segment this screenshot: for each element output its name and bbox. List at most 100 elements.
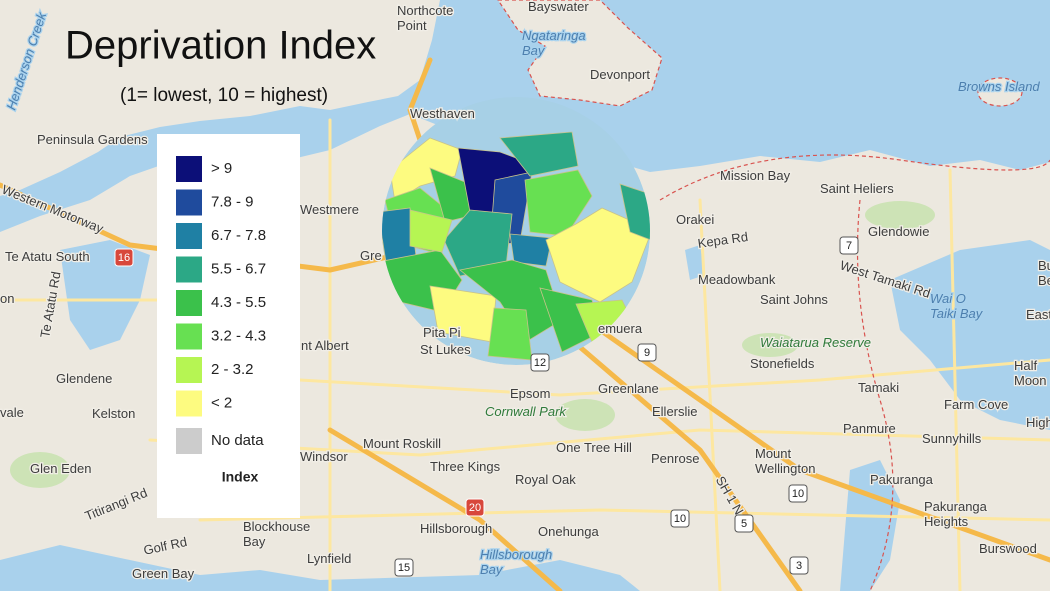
place-label-line: St Lukes [420,342,471,357]
place-label: Te Atatu South [5,249,90,264]
place-label: Royal Oak [515,472,576,487]
place-label-line: Saint Heliers [820,181,894,196]
north-shore [0,0,440,196]
legend-swatch [176,323,202,350]
tamaki-estuary [890,240,1050,430]
place-label: Blockhouse Bay [243,519,310,549]
legend-swatch [176,256,202,283]
park [10,452,70,488]
place-label-line: Bay [480,562,504,577]
legend-swatch [176,428,202,454]
place-label: Orakei [676,212,714,227]
road-number: 7 [846,240,852,252]
legend-swatch [176,223,202,249]
place-label: Northcote Point [397,3,453,33]
road-number: 3 [796,560,802,572]
place-label-line: Sunnyhills [922,431,982,446]
place-label: Ngataringa Bay [522,28,586,58]
place-label: Ellerslie [652,404,698,419]
place-label: St Lukes [420,342,471,357]
place-label: on [0,291,14,306]
place-label: Browns Island [958,79,1040,94]
legend-label: 4.3 - 5.5 [211,294,266,311]
place-label: East [1026,307,1050,322]
estuary-south [840,460,900,591]
place-label: Hillsborough Bay [480,547,552,577]
place-label-line: on [0,291,14,306]
place-label-line: Glendowie [868,224,929,239]
place-label-line: East [1026,307,1050,322]
place-label: Bayswater [528,0,589,14]
place-label: Gre [360,248,382,263]
place-label: Windsor [300,449,348,464]
place-label: Mount Roskill [363,436,441,451]
inlet [60,240,150,350]
place-label-line: emuera [598,321,643,336]
road-shield [734,514,754,533]
legend-label: 5.5 - 6.7 [211,260,266,277]
place-label-line: Bayswater [528,0,589,14]
legend-label: No data [211,432,264,449]
place-label-line: Farm Cove [944,397,1008,412]
legend-label: < 2 [211,394,232,411]
place-label-line: Westmere [300,202,359,217]
area [524,169,593,237]
legend-title: Index [222,469,259,485]
place-label: BucklaBeac [1038,258,1050,288]
road-number: 9 [644,347,650,359]
place-label-line: Epsom [510,386,550,401]
place-label-line: Buckla [1038,258,1050,273]
legend-label: 3.2 - 4.3 [211,327,266,344]
place-label-line: Panmure [843,421,896,436]
place-label-line: Meadowbank [698,272,776,287]
place-label-line: Green Bay [132,566,195,581]
place-label-line: Mount [755,446,792,461]
devonport [497,0,663,107]
place-label-line: Peninsula Gardens [37,132,148,147]
boundary [856,199,894,591]
place-label-line: Ngataringa [522,28,586,43]
place-label-line: Saint Johns [760,292,828,307]
place-label: vale [0,405,24,420]
place-label: Highland [1026,415,1050,430]
road-number: 12 [534,357,546,369]
road-shield [465,498,485,517]
area [487,307,533,361]
choropleth [382,97,650,365]
road [0,118,1050,591]
place-label: Tamaki [858,380,899,395]
place-label-line: Glendene [56,371,112,386]
legend-swatch [176,357,202,383]
place-label-line: Onehunga [538,524,599,539]
park [865,201,935,229]
park [742,333,798,357]
place-label-line: Cornwall Park [485,404,567,419]
place-label: Epsom [510,386,550,401]
legend: > 9 7.8 - 9 6.7 - 7.8 5.5 - 6.7 4.3 - 5.5 3.2… [176,156,266,485]
place-label-line: Pakuranga [870,472,934,487]
place-label: Sunnyhills [922,431,982,446]
title: Deprivation Index [65,24,376,68]
place-label-line: Kelston [92,406,135,421]
place-label-line: nt Albert [301,338,349,353]
place-label-line: Three Kings [430,459,501,474]
place-label: Mount Wellington [755,446,815,476]
place-label-line: Devonport [590,67,650,82]
boundary [659,154,1050,201]
subtitle: (1= lowest, 10 = highest) [120,85,328,106]
legend-swatch [176,156,202,182]
place-label: Onehunga [538,524,599,539]
place-label-line: Mount Roskill [363,436,441,451]
place-label: Farm Cove [944,397,1008,412]
place-label-line: Moon Bay [1014,373,1050,388]
legend-label: 2 - 3.2 [211,361,254,378]
legend-swatch [176,290,202,316]
place-label-line: vale [0,405,24,420]
place-label-line: Hillsborough [420,521,492,536]
place-label-line: Wai O [930,291,966,306]
place-label: Penrose [651,451,699,466]
place-label-line: Bay [243,534,266,549]
place-label: Glendowie [868,224,929,239]
place-label-line: Hillsborough [480,547,552,562]
area [545,207,650,303]
